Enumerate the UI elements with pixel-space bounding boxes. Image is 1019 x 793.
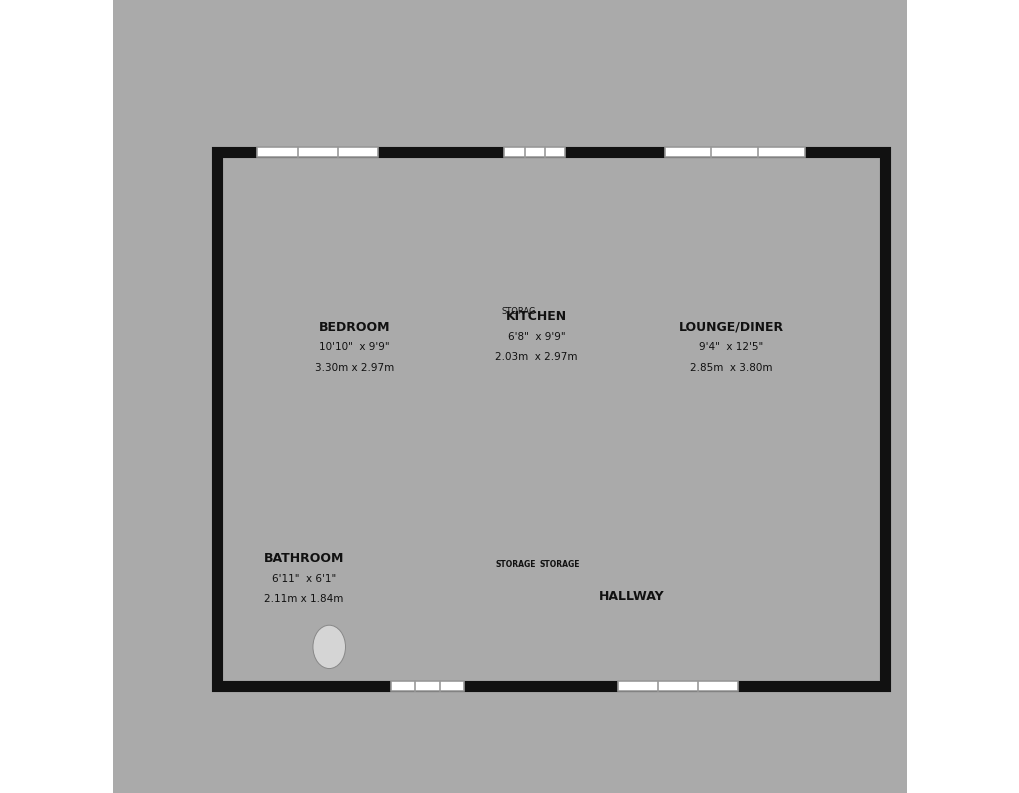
Bar [298,606,334,627]
Text: GROUND FLOOR: GROUND FLOOR [404,32,615,56]
Text: HALLWAY: HALLWAY [598,590,663,603]
Bar [257,147,377,157]
Text: Made with Metropix ©2021: Made with Metropix ©2021 [462,778,557,784]
Text: 6'11"  x 6'1": 6'11" x 6'1" [272,573,336,584]
Text: 2.85m  x 3.80m: 2.85m x 3.80m [690,362,772,373]
Bar [217,508,371,686]
Text: STORAGE: STORAGE [495,560,536,569]
Bar [494,152,581,508]
Text: 10'10"  x 9'9": 10'10" x 9'9" [319,343,389,352]
Bar [217,152,494,508]
Text: 2.11m x 1.84m: 2.11m x 1.84m [264,594,343,604]
Text: KITCHEN: KITCHEN [505,310,567,323]
Text: BATHROOM: BATHROOM [264,552,344,565]
Bar [371,508,494,686]
Circle shape [546,415,559,429]
Bar [618,681,738,691]
Bar [529,0,571,793]
Text: 2.03m  x 2.97m: 2.03m x 2.97m [495,352,577,362]
Ellipse shape [313,625,345,668]
Bar [664,147,804,157]
Text: LOUNGE/DINER: LOUNGE/DINER [679,320,784,334]
Text: STORAG: STORAG [500,308,535,316]
Text: Whilst every attempt has been made to ensure the accuracy of the floorplan conta: Whilst every attempt has been made to en… [319,737,700,779]
Bar [494,508,537,622]
Text: 424 sq.ft. (39.4 sq.m.) approx.: 424 sq.ft. (39.4 sq.m.) approx. [372,63,647,80]
Bar [390,681,464,691]
Bar [504,147,565,157]
Text: 6'8"  x 9'9": 6'8" x 9'9" [507,331,565,342]
Bar [537,508,581,622]
Bar [307,598,351,622]
Text: STORAGE: STORAGE [539,560,579,569]
Bar [502,408,573,458]
Text: TOTAL FLOOR AREA : 424 sq.ft. (39.4 sq.m.) approx.: TOTAL FLOOR AREA : 424 sq.ft. (39.4 sq.m… [383,728,636,737]
Text: 9'4"  x 12'5": 9'4" x 12'5" [699,343,763,352]
Text: 3.30m x 2.97m: 3.30m x 2.97m [314,362,393,373]
Bar [500,152,574,197]
Circle shape [515,415,529,429]
Ellipse shape [300,619,331,674]
Bar [581,152,884,508]
Circle shape [546,437,559,450]
Text: BEDROOM: BEDROOM [318,320,389,334]
Ellipse shape [309,619,348,672]
Bar [494,508,884,686]
Bar [224,528,290,665]
Bar [217,152,884,686]
Circle shape [515,437,529,450]
